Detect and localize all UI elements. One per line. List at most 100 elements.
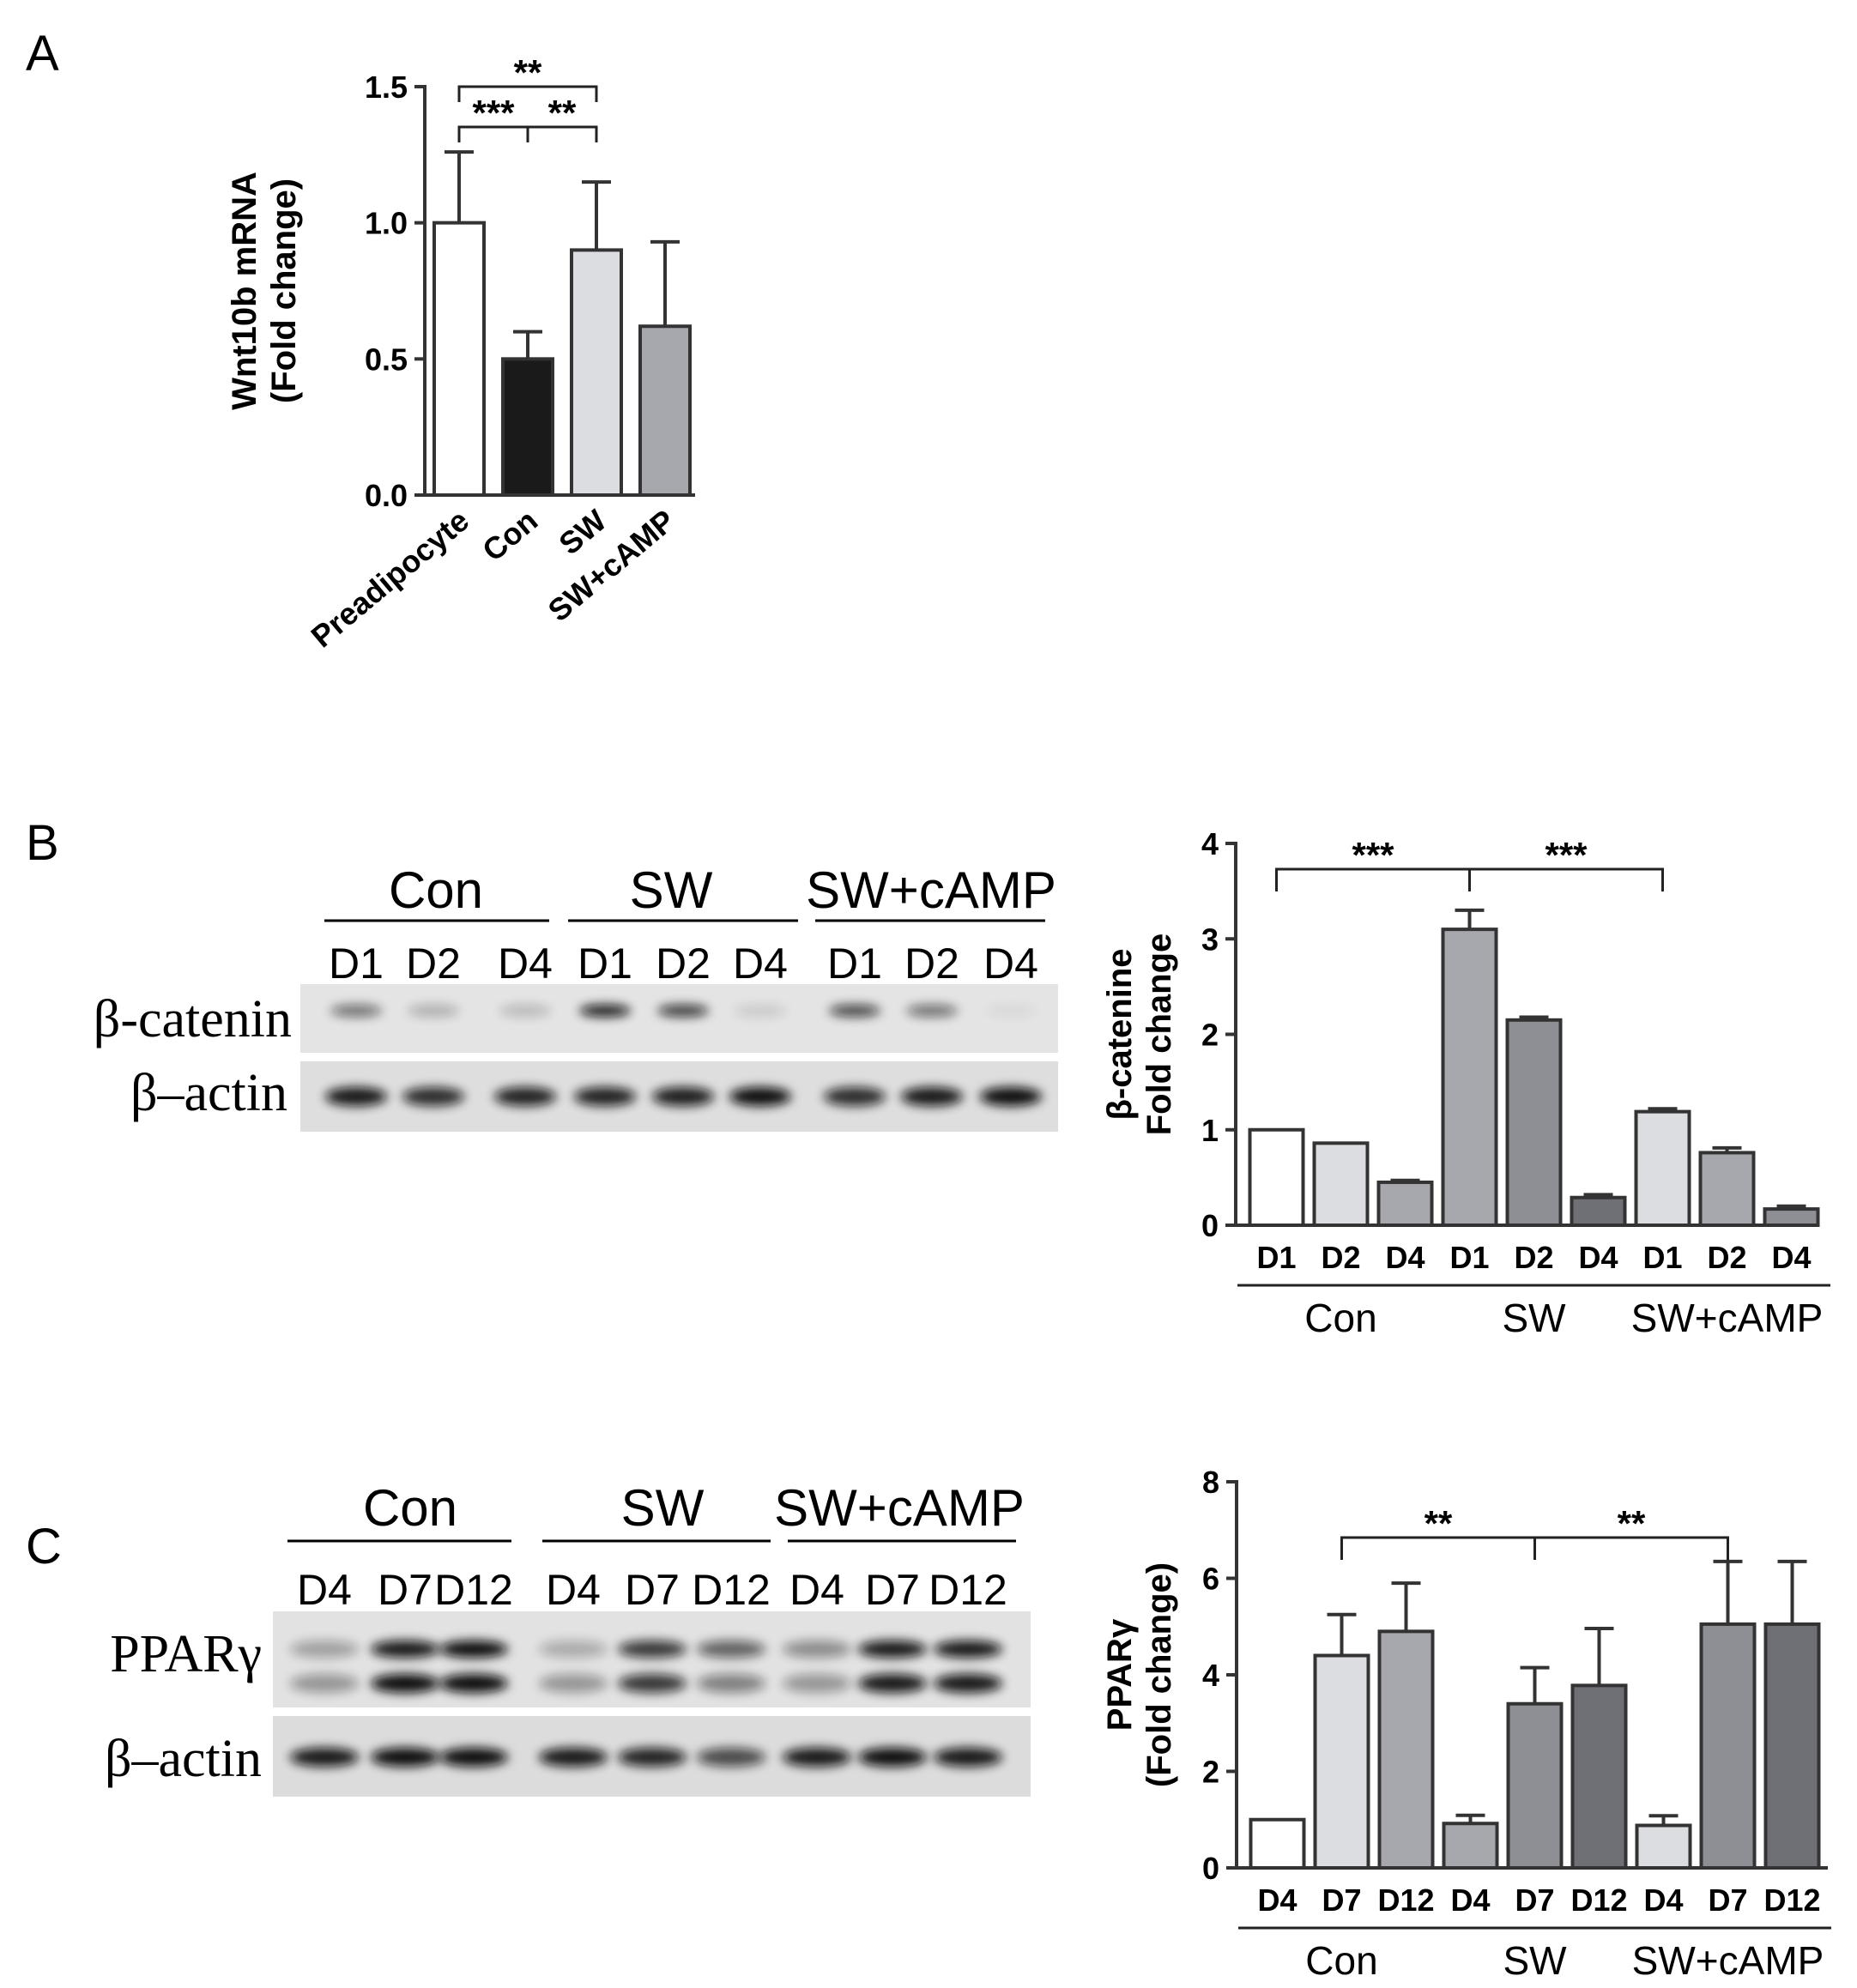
chart-b-xtick-label-8: D4 (1771, 1240, 1811, 1275)
chart-a-ylabel-1: (Fold change) (265, 178, 303, 403)
chart-c-ytick-label: 2 (1202, 1755, 1219, 1790)
chart-c-bar-5 (1570, 1683, 1628, 1870)
wb-c-row-ppar: PPARγ (110, 1625, 262, 1683)
chart-c-xtick-label-2: D12 (1377, 1882, 1434, 1918)
wb-c-lane-2: D12 (434, 1566, 513, 1614)
chart-b-bar-8 (1763, 1207, 1820, 1228)
chart-c-xtick-label-7: D7 (1708, 1882, 1747, 1918)
chart-b-xtick-label-5: D4 (1578, 1240, 1618, 1275)
chart-a-ytick-label: 1.0 (365, 206, 408, 241)
chart-c-bar-1 (1313, 1653, 1370, 1870)
chart-c-group-label-1: SW (1503, 1938, 1567, 1983)
wb-b-group-con: Con (389, 861, 483, 919)
wb-c-lane-8: D12 (928, 1566, 1007, 1614)
chart-c-xtick-label-4: D7 (1515, 1882, 1554, 1918)
panel-label-a: A (26, 26, 59, 82)
wb-b-lane-1: D2 (406, 940, 461, 988)
wb-c-row-actin: β–actin (105, 1730, 262, 1788)
chart-c-ylabel-0: PPARγ (1101, 1618, 1139, 1731)
chart-a-xtick-label-3: SW+cAMP (541, 503, 682, 628)
chart-c-xtick-label-0: D4 (1257, 1882, 1297, 1918)
chart-c-bar-4 (1506, 1701, 1564, 1870)
chart-a-bar-2 (570, 248, 623, 497)
wb-c-lane-5: D12 (692, 1566, 771, 1614)
chart-c-xtick-label-3: D4 (1450, 1882, 1490, 1918)
chart-b-bar-2 (1376, 1180, 1434, 1227)
chart-b-ytick-label: 3 (1201, 921, 1219, 957)
chart-b-sig-label-1: *** (1545, 835, 1588, 875)
chart-a-xtick-label-1: Con (475, 503, 544, 568)
chart-c-xtick-label-8: D12 (1763, 1882, 1820, 1918)
chart-c-bar-6 (1635, 1823, 1692, 1870)
chart-b-bar-7 (1698, 1151, 1756, 1227)
chart-a-sig-label-1: ** (548, 93, 577, 133)
chart-c-bar-0 (1249, 1817, 1306, 1870)
wb-b-row-actin: β–actin (130, 1064, 287, 1122)
chart-a-ytick-label: 0.5 (365, 341, 408, 377)
chart-c-sig-label-1: ** (1618, 1503, 1646, 1544)
chart-b-xtick-label-1: D2 (1321, 1240, 1360, 1275)
chart-a-wnt10b: 0.0 0.5 1.0 1.5 Wnt10b mRNA (Fold change) Prea… (226, 52, 695, 654)
wb-c-group-swcamp: SW+cAMP (774, 1479, 1025, 1537)
wb-b-group-sw: SW (630, 861, 713, 919)
chart-c-ytick-label: 0 (1202, 1851, 1219, 1886)
chart-c-group-label-2: SW+cAMP (1632, 1938, 1824, 1983)
wb-c-group-sw: SW (621, 1479, 705, 1537)
chart-a-bar-1 (501, 357, 554, 498)
chart-c-ytick-label: 4 (1202, 1658, 1219, 1693)
wb-b-lane-4: D2 (656, 940, 711, 988)
chart-b-bar-3 (1441, 928, 1498, 1227)
wb-b-lane-6: D1 (827, 940, 882, 988)
chart-c-xtick-label-5: D12 (1570, 1882, 1627, 1918)
chart-c-bar-2 (1377, 1629, 1435, 1870)
chart-c-sig-bracket-1 (1533, 1536, 1729, 1560)
chart-b-ytick-label: 4 (1201, 826, 1219, 861)
chart-c-xtick-label-6: D4 (1643, 1882, 1683, 1918)
wb-b-lane-7: D2 (904, 940, 959, 988)
wb-c-lane-3: D4 (546, 1566, 601, 1614)
wb-c-group-con: Con (363, 1479, 457, 1537)
chart-b-sig-label-0: *** (1352, 835, 1394, 875)
chart-b-bar-1 (1312, 1141, 1370, 1227)
chart-b-bar-5 (1570, 1195, 1627, 1228)
chart-a-ylabel-0: Wnt10b mRNA (226, 172, 263, 410)
chart-b-ytick-label: 1 (1201, 1113, 1219, 1148)
chart-a-ytick-label: 0.0 (365, 478, 408, 513)
chart-c-ytick-label: 6 (1202, 1562, 1219, 1597)
wb-b-lane-3: D1 (578, 940, 632, 988)
wb-c-lane-6: D4 (789, 1566, 844, 1614)
chart-b-ylabel-0: β-catenine (1101, 948, 1139, 1120)
chart-b-bar-0 (1248, 1127, 1305, 1227)
chart-b-xtick-label-4: D2 (1514, 1240, 1553, 1275)
western-blot-c: Con SW SW+cAMP D4 D7 D12 D4 D7 D12 D4 D7 D12 PPA… (105, 1479, 1031, 1797)
chart-b-xtick-label-7: D2 (1707, 1240, 1746, 1275)
chart-c-ytick-label: 8 (1202, 1465, 1219, 1500)
chart-b-xtick-label-3: D1 (1449, 1240, 1489, 1275)
chart-b-ytick-label: 0 (1201, 1208, 1219, 1243)
chart-b-bar-4 (1505, 1018, 1563, 1227)
chart-a-bar-0 (432, 221, 486, 497)
wb-b-lane-2: D4 (498, 940, 553, 988)
panel-label-c: C (26, 1519, 62, 1574)
chart-c-xtick-label-1: D7 (1322, 1882, 1361, 1918)
western-blot-b: Con SW SW+cAMP D1 D2 D4 D1 D2 D4 D1 D2 D4 β-cate… (94, 861, 1058, 1132)
wb-b-row-catenin: β-catenin (94, 990, 292, 1048)
chart-a-xtick-label-0: Preadipocyte (305, 503, 476, 655)
chart-b-xtick-label-6: D1 (1642, 1240, 1682, 1275)
chart-b-ylabel-1: Fold change (1140, 934, 1178, 1136)
chart-c-ylabel-1: (Fold change) (1140, 1562, 1178, 1787)
wb-c-lane-7: D7 (865, 1566, 920, 1614)
chart-b-group-label-2: SW+cAMP (1631, 1296, 1824, 1340)
wb-b-group-swcamp: SW+cAMP (806, 861, 1056, 919)
wb-c-lane-1: D7 (378, 1566, 432, 1614)
chart-b-xtick-label-0: D1 (1256, 1240, 1296, 1275)
panel-label-b: B (26, 815, 59, 871)
chart-c-bar-8 (1763, 1622, 1821, 1870)
chart-c-bar-7 (1699, 1622, 1757, 1870)
chart-c-group-label-0: Con (1305, 1938, 1377, 1983)
wb-c-lane-0: D4 (297, 1566, 352, 1614)
chart-b-xtick-label-2: D4 (1385, 1240, 1425, 1275)
chart-c-ppar: 0 2 4 6 8 PPARγ (Fold change) D4 D7 D12 D4 D7 D12 D4 D… (1101, 1465, 1831, 1983)
chart-c-sig-label-0: ** (1425, 1503, 1453, 1544)
chart-a-ytick-label: 1.5 (365, 69, 408, 105)
